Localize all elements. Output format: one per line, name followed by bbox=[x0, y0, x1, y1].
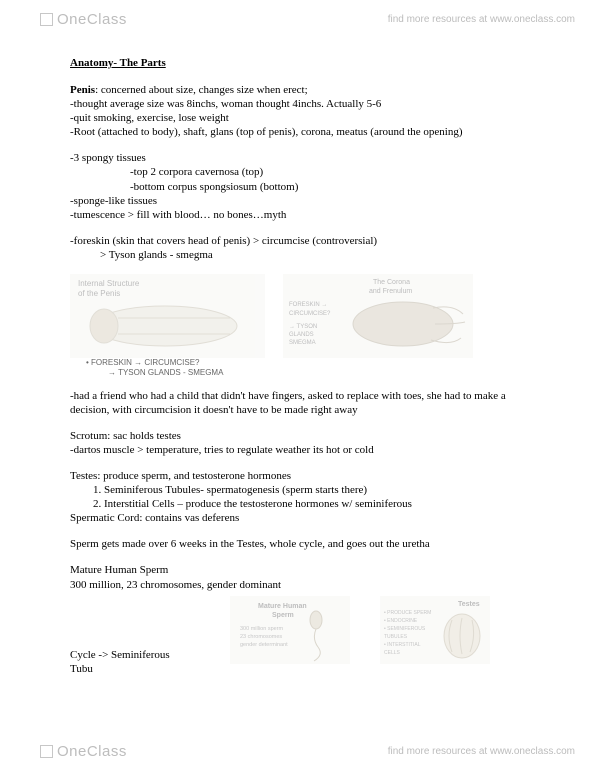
svg-text:Sperm: Sperm bbox=[272, 612, 294, 619]
corona-icon: The Corona and Frenulum FORESKIN → CIRCU… bbox=[283, 274, 473, 358]
spongy-l5: -tumescence > fill with blood… no bones…… bbox=[70, 208, 535, 222]
scrotum-desc: : sac holds testes bbox=[107, 430, 181, 442]
svg-text:→ TYSON: → TYSON bbox=[289, 324, 317, 330]
footer-logo-square-icon bbox=[40, 745, 53, 758]
testes-heading: Testes bbox=[70, 470, 97, 482]
penis-l2: -quit smoking, exercise, lose weight bbox=[70, 111, 535, 125]
scrotum-heading: Scrotum bbox=[70, 430, 107, 442]
spermatic-line: Spermatic Cord: contains vas deferens bbox=[70, 511, 535, 525]
section-scrotum: Scrotum: sac holds testes -dartos muscle… bbox=[70, 429, 535, 457]
spermatic-desc: : contains vas deferens bbox=[139, 512, 239, 524]
svg-text:• PRODUCE SPERM: • PRODUCE SPERM bbox=[384, 610, 431, 616]
svg-text:FORESKIN →: FORESKIN → bbox=[289, 302, 327, 308]
svg-text:TUBULES: TUBULES bbox=[384, 634, 408, 640]
diagram-a-caption: FORESKIN → CIRCUMCISE? → TYSON GLANDS - … bbox=[70, 358, 265, 379]
brand-name: OneClass bbox=[57, 11, 127, 28]
penis-line: Penis: concerned about size, changes siz… bbox=[70, 83, 535, 97]
diagram-testes: Testes • PRODUCE SPERM • ENDOCRINE • SEM… bbox=[380, 596, 490, 664]
section-penis: Penis: concerned about size, changes siz… bbox=[70, 83, 535, 139]
scrotum-line: Scrotum: sac holds testes bbox=[70, 429, 535, 443]
doc-title: Anatomy- The Parts bbox=[70, 56, 535, 70]
footer-tagline: find more resources at www.oneclass.com bbox=[388, 746, 575, 757]
diagram-row-2: Cycle -> Seminiferous Tubu Mature Human … bbox=[70, 596, 535, 676]
document-body: Anatomy- The Parts Penis: concerned abou… bbox=[70, 56, 535, 730]
svg-text:• ENDOCRINE: • ENDOCRINE bbox=[384, 618, 418, 624]
svg-text:CELLS: CELLS bbox=[384, 650, 401, 656]
mature-desc: 300 million, 23 chromosomes, gender domi… bbox=[70, 578, 535, 592]
penis-desc: : concerned about size, changes size whe… bbox=[95, 84, 308, 96]
footer-brand-name: OneClass bbox=[57, 743, 127, 760]
spermatic-heading: Spermatic Cord bbox=[70, 512, 139, 524]
footer-logo: OneClass bbox=[40, 743, 127, 760]
testes-icon: Testes • PRODUCE SPERM • ENDOCRINE • SEM… bbox=[380, 596, 490, 664]
testes-list: Seminiferous Tubules- spermatogenesis (s… bbox=[70, 483, 535, 511]
svg-text:gender determinant: gender determinant bbox=[240, 642, 288, 648]
cycle-wrap: Cycle -> Seminiferous Tubu bbox=[70, 596, 180, 676]
section-spongy: -3 spongy tissues -top 2 corpora caverno… bbox=[70, 151, 535, 221]
sperm-note: Sperm gets made over 6 weeks in the Test… bbox=[70, 537, 535, 551]
page-footer: OneClass find more resources at www.onec… bbox=[0, 738, 595, 764]
section-testes: Testes: produce sperm, and testosterone … bbox=[70, 469, 535, 511]
sperm-text: Sperm gets made over 6 weeks in the Test… bbox=[70, 537, 535, 551]
svg-text:SMEGMA: SMEGMA bbox=[289, 340, 316, 346]
svg-text:• SEMINIFEROUS: • SEMINIFEROUS bbox=[384, 626, 426, 632]
diag-b-title2: and Frenulum bbox=[369, 288, 412, 295]
spongy-l1: -3 spongy tissues bbox=[70, 151, 535, 165]
diag-b-title: The Corona bbox=[373, 279, 410, 286]
diag-a-title2: of the Penis bbox=[78, 289, 120, 298]
brand-logo: OneClass bbox=[40, 11, 127, 28]
spongy-l3: -bottom corpus spongsiosum (bottom) bbox=[70, 180, 535, 194]
friend-text: -had a friend who had a child that didn'… bbox=[70, 389, 535, 417]
svg-text:Mature Human: Mature Human bbox=[258, 603, 307, 610]
friend-note: -had a friend who had a child that didn'… bbox=[70, 389, 535, 417]
diag-a-cap1: FORESKIN → CIRCUMCISE? bbox=[86, 358, 265, 368]
svg-text:23 chromosomes: 23 chromosomes bbox=[240, 634, 282, 640]
svg-text:GLANDS: GLANDS bbox=[289, 332, 314, 338]
foreskin-l2: > Tyson glands - smegma bbox=[70, 248, 535, 262]
header-tagline: find more resources at www.oneclass.com bbox=[388, 14, 575, 25]
diag-a-title: Internal Structure bbox=[78, 279, 140, 288]
svg-text:Testes: Testes bbox=[458, 601, 480, 608]
penis-heading: Penis bbox=[70, 84, 95, 96]
scrotum-l1: -dartos muscle > temperature, tries to r… bbox=[70, 443, 535, 457]
section-foreskin: -foreskin (skin that covers head of peni… bbox=[70, 234, 535, 262]
svg-text:• INTERSTITIAL: • INTERSTITIAL bbox=[384, 642, 421, 648]
diagram-corona: The Corona and Frenulum FORESKIN → CIRCU… bbox=[283, 274, 473, 379]
section-mature: Mature Human Sperm 300 million, 23 chrom… bbox=[70, 563, 535, 591]
testes-desc: : produce sperm, and testosterone hormon… bbox=[97, 470, 291, 482]
logo-square-icon bbox=[40, 13, 53, 26]
testes-line: Testes: produce sperm, and testosterone … bbox=[70, 469, 535, 483]
diagram-sperm: Mature Human Sperm 300 million sperm 23 … bbox=[230, 596, 350, 664]
penis-structure-icon: Internal Structure of the Penis bbox=[70, 274, 265, 358]
diag-a-cap2: → TYSON GLANDS - SMEGMA bbox=[86, 368, 265, 378]
svg-text:300 million sperm: 300 million sperm bbox=[240, 626, 284, 632]
sperm-icon: Mature Human Sperm 300 million sperm 23 … bbox=[230, 596, 350, 664]
mature-heading: Mature Human Sperm bbox=[70, 563, 535, 577]
diagram-a-image: Internal Structure of the Penis bbox=[70, 274, 265, 358]
spongy-l4: -sponge-like tissues bbox=[70, 194, 535, 208]
diagram-b-image: The Corona and Frenulum FORESKIN → CIRCU… bbox=[283, 274, 473, 358]
diagram-row-1: Internal Structure of the Penis FORESKIN… bbox=[70, 274, 535, 379]
testes-li1: Seminiferous Tubules- spermatogenesis (s… bbox=[104, 483, 535, 497]
spongy-l2: -top 2 corpora cavernosa (top) bbox=[70, 165, 535, 179]
testes-li2: Interstitial Cells – produce the testost… bbox=[104, 497, 535, 511]
diagram-internal-structure: Internal Structure of the Penis FORESKIN… bbox=[70, 274, 265, 379]
page-header: OneClass find more resources at www.onec… bbox=[0, 6, 595, 32]
penis-l1: -thought average size was 8inchs, woman … bbox=[70, 97, 535, 111]
penis-l3: -Root (attached to body), shaft, glans (… bbox=[70, 125, 535, 139]
svg-text:CIRCUMCISE?: CIRCUMCISE? bbox=[289, 311, 331, 317]
foreskin-l1: -foreskin (skin that covers head of peni… bbox=[70, 234, 535, 248]
cycle-text: Cycle -> Seminiferous Tubu bbox=[70, 648, 180, 676]
